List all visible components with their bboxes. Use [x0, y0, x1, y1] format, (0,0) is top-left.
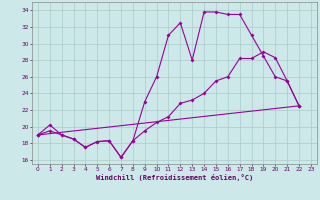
X-axis label: Windchill (Refroidissement éolien,°C): Windchill (Refroidissement éolien,°C) [96, 174, 253, 181]
